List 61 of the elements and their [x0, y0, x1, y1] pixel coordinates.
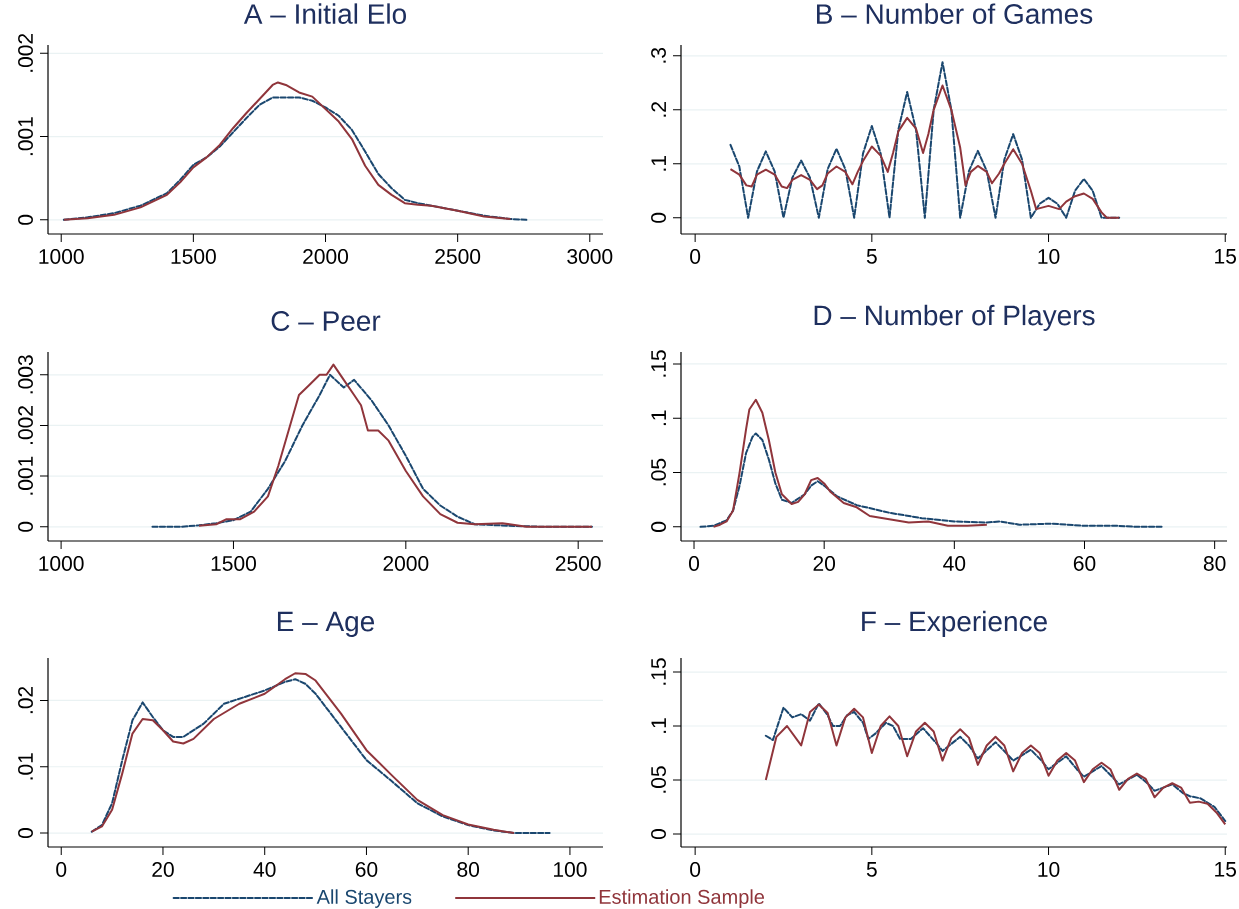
- x-tick-label: 40: [943, 556, 966, 571]
- x-tick-label: 2500: [555, 556, 601, 571]
- x-tick-label: 2500: [435, 249, 481, 264]
- y-tick-label: .3: [651, 47, 666, 63]
- y-tick-label: .1: [651, 156, 666, 171]
- y-tick-label: .02: [18, 686, 33, 714]
- x-tick-label: 5: [866, 862, 877, 877]
- y-tick-label: 0: [651, 212, 666, 223]
- x-tick-label: 2000: [383, 556, 429, 571]
- y-tick-label: .001: [18, 456, 33, 495]
- y-tick-label: .05: [651, 458, 666, 486]
- x-tick-label: 3000: [567, 249, 613, 264]
- y-tick-label: .003: [18, 355, 33, 394]
- y-tick-label: .05: [651, 766, 666, 793]
- text: Estimation Sample: [599, 889, 765, 908]
- y-tick-label: .15: [651, 350, 666, 377]
- x-tick-label: 1500: [211, 556, 256, 571]
- y-tick-label: 0: [18, 214, 33, 225]
- x-tick-label: 1000: [39, 249, 84, 264]
- y-tick-label: .15: [651, 658, 666, 685]
- x-tick-label: 10: [1038, 862, 1060, 877]
- x-tick-label: 15: [1215, 249, 1237, 264]
- line-series: [197, 363, 593, 528]
- x-tick-label: 0: [690, 249, 701, 264]
- y-tick-label: 0: [18, 828, 33, 839]
- y-tick-label: 0: [651, 521, 666, 532]
- text: All Stayers: [316, 889, 412, 908]
- x-tick-label: 5: [866, 249, 877, 264]
- y-tick-label: .01: [18, 753, 33, 780]
- x-tick-label: 2000: [303, 249, 349, 264]
- chart-title: C – Peer: [271, 311, 381, 331]
- x-tick-label: 10: [1038, 249, 1060, 264]
- x-tick-label: 40: [253, 862, 276, 877]
- y-tick-label: .1: [651, 410, 666, 426]
- y-tick-label: .002: [18, 33, 33, 72]
- x-tick-label: 60: [1073, 556, 1096, 571]
- chart-title: F – Experience: [862, 610, 1047, 637]
- y-tick-label: 0: [651, 829, 666, 840]
- x-tick-label: 0: [56, 862, 67, 877]
- y-tick-label: .1: [651, 718, 666, 733]
- x-tick-label: 80: [1203, 556, 1226, 571]
- x-tick-label: 0: [690, 862, 701, 877]
- x-tick-label: 100: [554, 862, 587, 877]
- y-tick-label: .2: [651, 102, 666, 117]
- chart-title: E – Age: [277, 611, 375, 637]
- y-tick-label: .001: [18, 117, 33, 156]
- line-series: [699, 432, 1164, 528]
- chart-title: B – Number of Games: [817, 3, 1093, 24]
- x-tick-label: 20: [152, 862, 174, 877]
- x-tick-label: 0: [689, 556, 700, 571]
- line-series: [712, 398, 988, 528]
- x-tick-label: 1500: [171, 249, 216, 264]
- chart-title: D – Number of Players: [814, 304, 1095, 331]
- x-tick-label: 60: [355, 862, 378, 877]
- x-tick-label: 20: [813, 556, 836, 571]
- y-tick-label: .002: [18, 406, 33, 444]
- y-tick-label: 0: [18, 521, 33, 532]
- chart-title: A – Initial Elo: [243, 3, 406, 24]
- x-tick-label: 80: [457, 862, 480, 877]
- x-tick-label: 1000: [39, 556, 84, 571]
- x-tick-label: 15: [1215, 862, 1237, 877]
